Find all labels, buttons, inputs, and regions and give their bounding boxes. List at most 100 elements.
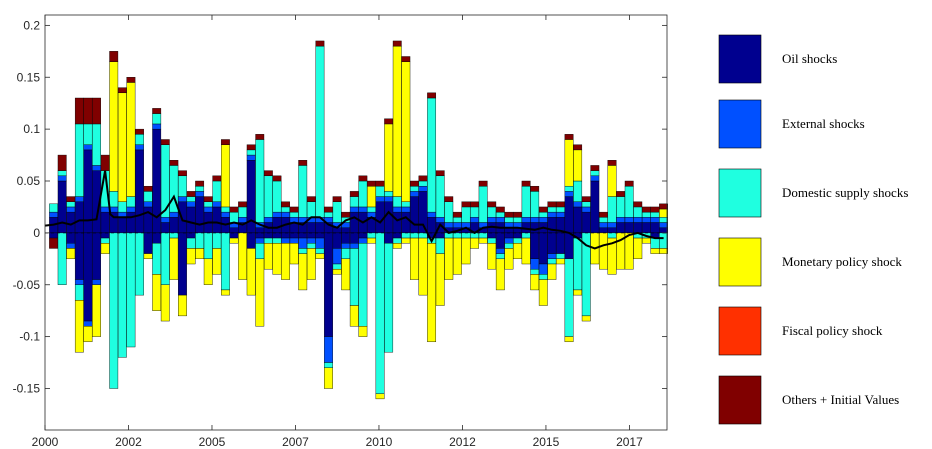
bar-domestic-negative <box>100 237 110 244</box>
bar-domestic-negative <box>495 253 505 260</box>
bar-monetary-positive <box>607 165 617 197</box>
bar-oil-positive <box>349 211 359 234</box>
bar-oil-negative <box>332 232 342 249</box>
bar-domestic-positive <box>332 201 342 223</box>
bar-others-positive <box>315 40 325 47</box>
bar-oil-positive <box>212 206 222 234</box>
bar-external-positive <box>263 217 273 223</box>
bar-monetary-negative <box>599 232 608 270</box>
bar-oil-negative <box>74 232 84 280</box>
y-tick-label: 0.2 <box>23 18 40 32</box>
bar-domestic-positive <box>289 211 299 218</box>
bar-oil-negative <box>513 232 522 239</box>
bar-oil-positive <box>401 211 411 234</box>
legend-label-domestic: Domestic supply shocks <box>782 185 908 200</box>
bar-others-positive <box>255 134 265 140</box>
bar-external-positive <box>178 196 187 202</box>
bar-domestic-positive <box>410 185 419 192</box>
bar-external-positive <box>126 206 136 213</box>
bar-oil-positive <box>143 206 153 234</box>
bar-monetary-negative <box>495 258 505 291</box>
bar-external-positive <box>616 217 626 223</box>
bar-external-negative <box>281 237 290 244</box>
bar-monetary-negative <box>650 248 660 254</box>
bar-oil-negative <box>384 232 394 244</box>
bar-external-positive <box>435 217 445 223</box>
bar-others-positive <box>212 175 222 182</box>
bar-others-positive <box>238 201 248 208</box>
bar-domestic-negative <box>556 253 565 260</box>
bar-domestic-positive <box>470 206 479 218</box>
x-tick-label: 2007 <box>282 435 309 449</box>
bar-others-positive <box>556 201 565 208</box>
bar-domestic-negative <box>435 237 445 254</box>
bar-oil-negative <box>263 232 273 239</box>
bar-external-positive <box>418 185 428 192</box>
bar-domestic-negative <box>324 362 333 368</box>
bar-others-positive <box>358 175 368 182</box>
bar-oil-negative <box>100 232 110 239</box>
bar-external-positive <box>272 211 282 218</box>
bar-external-positive <box>238 217 248 223</box>
bar-external-positive <box>650 217 660 223</box>
bar-domestic-positive <box>49 203 59 213</box>
bar-monetary-negative <box>289 243 299 265</box>
bar-domestic-positive <box>57 170 67 177</box>
bar-domestic-negative <box>186 237 196 249</box>
legend-label-monetary: Monetary policy shock <box>782 254 902 269</box>
bar-monetary-negative <box>246 248 256 296</box>
x-tick-label: 2002 <box>115 435 142 449</box>
bar-external-positive <box>581 206 591 213</box>
bar-monetary-negative <box>281 243 290 280</box>
bar-monetary-negative <box>195 248 205 260</box>
bar-monetary-negative <box>341 258 351 291</box>
bar-domestic-positive <box>92 123 101 166</box>
bar-monetary-positive <box>117 92 127 202</box>
bar-oil-positive <box>573 206 583 234</box>
bar-domestic-positive <box>306 201 316 218</box>
bar-monetary-negative <box>461 237 471 265</box>
bar-domestic-positive <box>117 201 127 213</box>
bar-domestic-positive <box>607 196 617 223</box>
bar-domestic-positive <box>152 113 162 125</box>
bar-domestic-positive <box>556 206 565 213</box>
bar-domestic-positive <box>521 185 531 218</box>
bar-oil-positive <box>100 211 110 234</box>
bar-domestic-negative <box>607 232 617 239</box>
bar-oil-positive <box>117 217 127 234</box>
bar-domestic-positive <box>452 217 462 223</box>
bar-monetary-negative <box>547 263 557 280</box>
bar-domestic-positive <box>246 149 256 156</box>
bar-domestic-positive <box>599 217 608 223</box>
bar-others-positive <box>495 206 505 213</box>
bar-monetary-negative <box>83 326 93 343</box>
bar-domestic-positive <box>324 211 333 218</box>
bar-oil-positive <box>229 227 239 234</box>
bar-oil-positive <box>57 180 67 234</box>
bar-monetary-positive <box>401 61 411 202</box>
bar-others-positive <box>263 170 273 177</box>
bar-external-negative <box>547 253 557 260</box>
bar-domestic-positive <box>135 134 144 145</box>
bar-oil-negative <box>538 232 548 265</box>
bar-oil-negative <box>341 232 351 244</box>
bar-domestic-positive <box>538 211 548 218</box>
bar-external-positive <box>624 217 634 223</box>
bar-domestic-positive <box>564 185 574 192</box>
bar-domestic-negative <box>126 232 136 348</box>
bar-external-negative <box>349 243 359 249</box>
bar-domestic-negative <box>117 232 127 358</box>
bar-oil-negative <box>495 232 505 249</box>
bar-external-positive <box>203 206 213 213</box>
y-tick-label: 0.1 <box>23 122 40 136</box>
bar-domestic-positive <box>126 196 136 208</box>
bar-others-positive <box>195 180 205 187</box>
legend-label-others: Others + Initial Values <box>782 392 899 407</box>
bar-oil-negative <box>564 232 574 260</box>
bar-monetary-negative <box>298 253 308 291</box>
bar-external-positive <box>599 222 608 228</box>
bar-monetary-negative <box>573 289 583 296</box>
bar-others-positive <box>435 170 445 177</box>
bar-domestic-negative <box>160 232 170 285</box>
